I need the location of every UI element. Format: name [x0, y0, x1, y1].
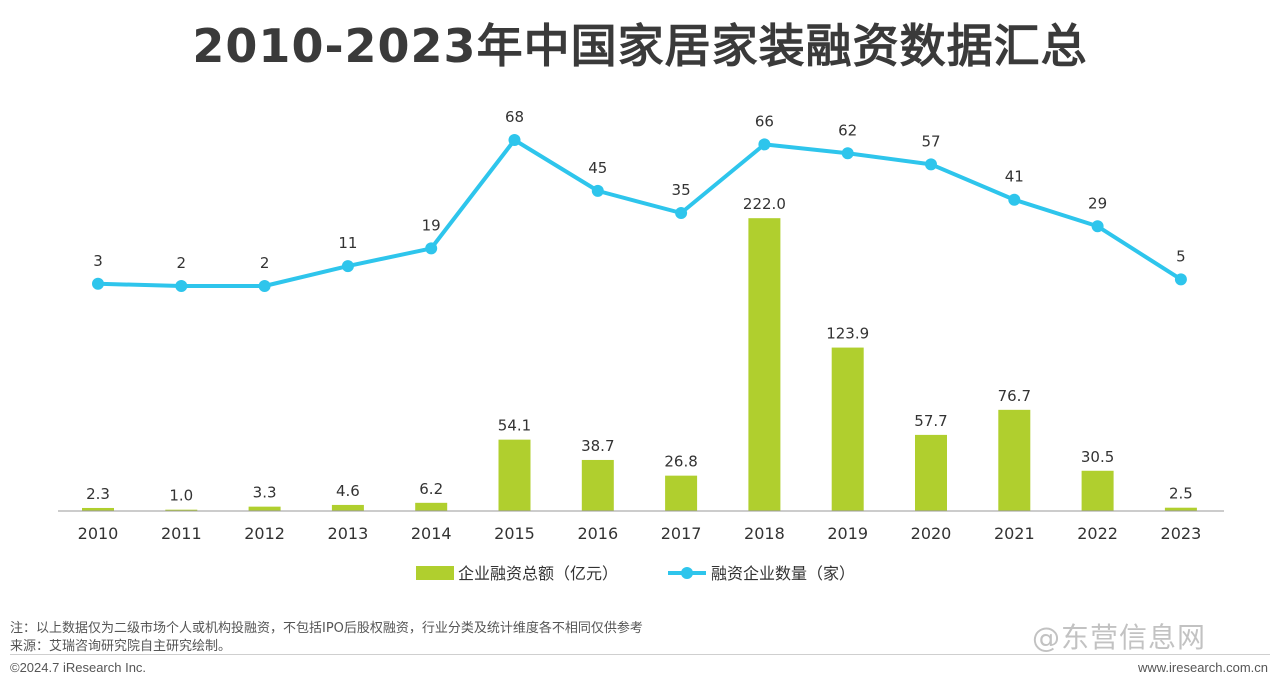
line-label-2016: 45 — [588, 159, 607, 177]
bar-label-2021: 76.7 — [998, 387, 1031, 405]
line-label-2010: 3 — [93, 252, 103, 270]
bar-2022 — [1081, 470, 1114, 511]
chart-source: 来源：艾瑞咨询研究院自主研究绘制。 — [10, 639, 232, 654]
x-tick-2017: 2017 — [661, 524, 702, 543]
bar-2023 — [1164, 507, 1197, 511]
line-point-2015 — [508, 134, 521, 146]
bar-label-2017: 26.8 — [664, 453, 697, 471]
x-axis: 2010 2011 2012 2013 2014 2015 2016 2017 2018 2019… — [58, 510, 1224, 543]
bar-2014 — [415, 502, 448, 511]
line-point-2010 — [92, 277, 104, 290]
copyright-text: ©2024.7 iResearch Inc. — [10, 660, 147, 675]
bar-series: 2.3 1.0 3.3 4.6 6.2 54.1 38.7 26.8 222.0 123.9 57.… — [82, 195, 1197, 511]
line-label-2020: 57 — [921, 132, 940, 150]
line-point-2011 — [175, 280, 188, 292]
line-point-2014 — [425, 242, 438, 255]
bar-label-2011: 1.0 — [169, 487, 193, 505]
bar-2011 — [165, 509, 198, 511]
line-point-2013 — [341, 260, 354, 273]
legend: 企业融资总额（亿元） 融资企业数量（家） — [416, 564, 855, 583]
bar-2016 — [581, 459, 614, 511]
bar-2018 — [748, 218, 781, 511]
x-tick-2018: 2018 — [744, 524, 785, 543]
line-label-2012: 2 — [260, 254, 270, 272]
bar-2013 — [331, 504, 364, 511]
bar-label-2019: 123.9 — [826, 325, 869, 343]
watermark-text: @东营信息网 — [1032, 621, 1207, 654]
x-tick-2014: 2014 — [411, 524, 452, 543]
bar-label-2014: 6.2 — [419, 480, 443, 498]
bar-label-2013: 4.6 — [336, 482, 360, 500]
bar-2019 — [831, 347, 864, 511]
line-label-2017: 35 — [672, 181, 691, 199]
chart-canvas: 2.3 1.0 3.3 4.6 6.2 54.1 38.7 26.8 222.0 123.9 57.… — [58, 108, 1224, 583]
line-label-2013: 11 — [338, 234, 357, 252]
bar-2010 — [82, 507, 114, 511]
x-tick-2016: 2016 — [577, 524, 618, 543]
bar-2020 — [915, 434, 947, 511]
bar-2012 — [248, 506, 281, 511]
x-tick-2011: 2011 — [161, 524, 202, 543]
line-label-2014: 19 — [422, 216, 441, 234]
bar-label-2018: 222.0 — [743, 195, 786, 213]
line-label-2015: 68 — [505, 108, 524, 126]
site-url: www.iresearch.com.cn — [1137, 660, 1268, 675]
line-point-2022 — [1091, 220, 1104, 233]
line-point-2023 — [1174, 273, 1187, 286]
line-series: 3 2 2 11 19 68 45 35 66 62 57 41 29 5 — [92, 108, 1187, 292]
line-label-2011: 2 — [177, 254, 187, 272]
line-path — [97, 138, 1182, 288]
x-tick-2021: 2021 — [994, 524, 1035, 543]
x-tick-2023: 2023 — [1161, 524, 1202, 543]
line-point-2020 — [925, 158, 937, 171]
x-tick-2012: 2012 — [244, 524, 285, 543]
bar-label-2015: 54.1 — [498, 417, 531, 435]
chart-title: 2010-2023年中国家居家装融资数据汇总 — [192, 19, 1088, 73]
line-label-2018: 66 — [755, 112, 774, 130]
bar-2021 — [998, 409, 1031, 511]
legend-bar-swatch — [416, 566, 454, 580]
bar-2015 — [498, 439, 531, 511]
line-label-2022: 29 — [1088, 194, 1107, 212]
line-label-2019: 62 — [838, 121, 857, 139]
legend-bar-label: 企业融资总额（亿元） — [458, 564, 618, 583]
bar-label-2022: 30.5 — [1081, 448, 1114, 466]
line-point-2019 — [841, 147, 854, 160]
x-tick-2019: 2019 — [827, 524, 868, 543]
legend-line-marker — [681, 567, 693, 579]
x-tick-2015: 2015 — [494, 524, 535, 543]
line-point-2012 — [258, 280, 271, 292]
legend-line-label: 融资企业数量（家） — [711, 564, 855, 583]
line-point-2021 — [1008, 193, 1021, 206]
x-tick-2020: 2020 — [911, 524, 952, 543]
line-point-2017 — [675, 207, 688, 219]
chart-note: 注：以上数据仅为二级市场个人或机构投融资，不包括IPO后股权融资，行业分类及统计… — [10, 621, 643, 636]
bar-label-2023: 2.5 — [1169, 485, 1193, 503]
line-label-2023: 5 — [1176, 247, 1186, 265]
bar-label-2012: 3.3 — [253, 484, 277, 502]
bar-label-2016: 38.7 — [581, 437, 614, 455]
line-label-2021: 41 — [1005, 168, 1024, 186]
line-point-2018 — [758, 138, 771, 151]
footer-divider — [10, 654, 1270, 655]
bar-label-2010: 2.3 — [86, 485, 110, 503]
bar-label-2020: 57.7 — [914, 412, 947, 430]
x-tick-2022: 2022 — [1077, 524, 1118, 543]
x-tick-2010: 2010 — [78, 524, 119, 543]
bar-2017 — [665, 475, 698, 511]
x-tick-2013: 2013 — [328, 524, 369, 543]
line-point-2016 — [591, 184, 604, 197]
